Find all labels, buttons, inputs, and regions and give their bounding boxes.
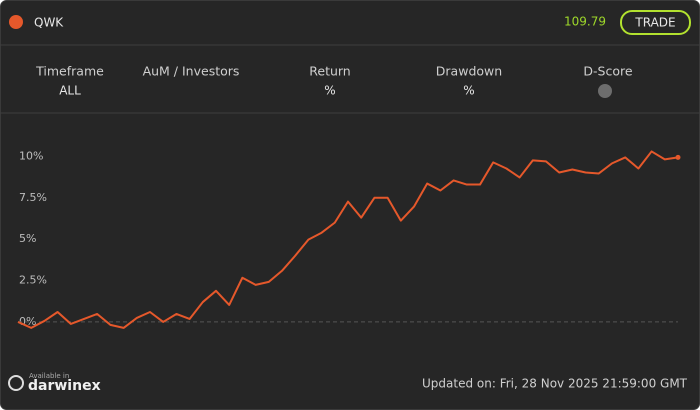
trade-button-label[interactable]: TRADE (634, 16, 675, 30)
symbol: QWK (34, 16, 64, 30)
d-score-icon (598, 84, 612, 98)
trade-button[interactable] (620, 10, 691, 35)
stat-value: ALL (59, 84, 81, 98)
available-in: Available in (29, 372, 69, 380)
brand: darwinex (28, 378, 101, 394)
stat-label: Return (309, 64, 350, 79)
brand-logo (8, 375, 24, 391)
status-dot (9, 15, 23, 29)
stat-label: D-Score (583, 64, 632, 79)
stat-label: Timeframe (35, 64, 104, 79)
y-tick-label: 2.5% (19, 274, 47, 287)
updated-on: Updated on: Fri, 28 Nov 2025 21:59:00 GM… (422, 377, 688, 391)
y-tick-label: 5% (19, 232, 36, 245)
y-tick-label: 10% (19, 149, 43, 162)
stat-value: % (463, 84, 474, 98)
stat-label: Drawdown (436, 64, 502, 79)
last-point (675, 154, 681, 160)
price: 109.79 (564, 15, 606, 29)
y-tick-label: 7.5% (19, 191, 47, 204)
stat-label: AuM / Investors (143, 64, 240, 79)
stat-value: % (324, 84, 335, 98)
line-series (17, 150, 679, 329)
